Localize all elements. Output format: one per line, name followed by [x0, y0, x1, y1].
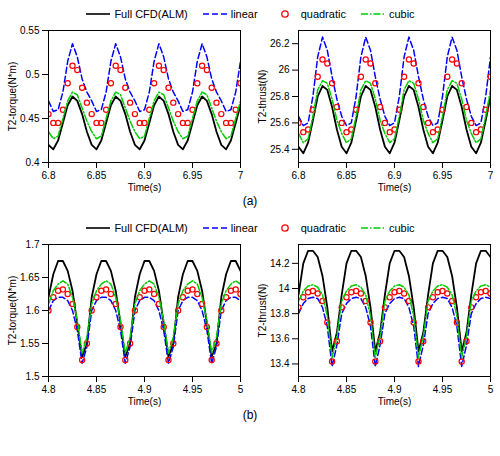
- svg-text:4.85: 4.85: [337, 384, 357, 395]
- svg-text:0.4: 0.4: [26, 157, 40, 168]
- html-text:Full CFD(ALM): Full CFD(ALM): [114, 8, 188, 20]
- svg-text:5: 5: [488, 384, 494, 395]
- svg-text:1.5: 1.5: [26, 371, 40, 382]
- html-text:quadratic: quadratic: [300, 222, 346, 234]
- svg-text:6.9: 6.9: [388, 170, 402, 181]
- svg-text:6.8: 6.8: [42, 170, 56, 181]
- svg-text:7: 7: [238, 170, 244, 181]
- html-text:quadratic: quadratic: [300, 8, 346, 20]
- svg-text:4.9: 4.9: [388, 384, 402, 395]
- svg-text:0.55: 0.55: [20, 25, 40, 36]
- svg-text:T2-torque(N*m): T2-torque(N*m): [7, 276, 18, 345]
- svg-text:1.6: 1.6: [26, 305, 40, 316]
- html-text:(a): (a): [242, 194, 258, 208]
- svg-text:25.8: 25.8: [270, 91, 290, 102]
- svg-text:6.95: 6.95: [183, 170, 203, 181]
- svg-text:4.9: 4.9: [138, 384, 152, 395]
- html-text:Full CFD(ALM): Full CFD(ALM): [114, 222, 188, 234]
- svg-text:T2-torque(N*m): T2-torque(N*m): [7, 62, 18, 131]
- svg-text:4.8: 4.8: [292, 384, 306, 395]
- svg-text:0.45: 0.45: [20, 113, 40, 124]
- svg-text:7: 7: [488, 170, 494, 181]
- svg-text:1.65: 1.65: [20, 272, 40, 283]
- svg-text:25.4: 25.4: [270, 144, 290, 155]
- svg-text:T2-thrust(N): T2-thrust(N): [257, 284, 268, 338]
- svg-text:13.8: 13.8: [270, 308, 290, 319]
- svg-text:6.9: 6.9: [138, 170, 152, 181]
- svg-text:T2-thrust(N): T2-thrust(N): [257, 70, 268, 124]
- svg-text:1.7: 1.7: [26, 239, 40, 250]
- svg-text:14: 14: [278, 283, 290, 294]
- svg-text:6.85: 6.85: [337, 170, 357, 181]
- svg-text:6.95: 6.95: [433, 170, 453, 181]
- svg-text:4.85: 4.85: [87, 384, 107, 395]
- html-text:(b): (b): [242, 408, 258, 422]
- svg-text:1.55: 1.55: [20, 338, 40, 349]
- svg-text:13.6: 13.6: [270, 333, 290, 344]
- svg-text:4.95: 4.95: [183, 384, 203, 395]
- html-text:cubic: cubic: [388, 8, 415, 20]
- svg-text:Time(s): Time(s): [128, 396, 162, 407]
- svg-text:26.2: 26.2: [270, 38, 290, 49]
- svg-text:0.5: 0.5: [26, 69, 40, 80]
- svg-text:Time(s): Time(s): [378, 396, 412, 407]
- svg-text:4.8: 4.8: [42, 384, 56, 395]
- svg-text:13.4: 13.4: [270, 358, 290, 369]
- svg-text:Time(s): Time(s): [378, 182, 412, 193]
- svg-text:14.2: 14.2: [270, 258, 290, 269]
- svg-text:25.6: 25.6: [270, 117, 290, 128]
- svg-text:26: 26: [278, 64, 290, 75]
- svg-text:6.8: 6.8: [292, 170, 306, 181]
- svg-text:5: 5: [238, 384, 244, 395]
- svg-text:Time(s): Time(s): [128, 182, 162, 193]
- html-text:cubic: cubic: [388, 222, 415, 234]
- svg-text:4.95: 4.95: [433, 384, 453, 395]
- html-text:linear: linear: [230, 8, 258, 20]
- html-text:linear: linear: [230, 222, 258, 234]
- svg-text:6.85: 6.85: [87, 170, 107, 181]
